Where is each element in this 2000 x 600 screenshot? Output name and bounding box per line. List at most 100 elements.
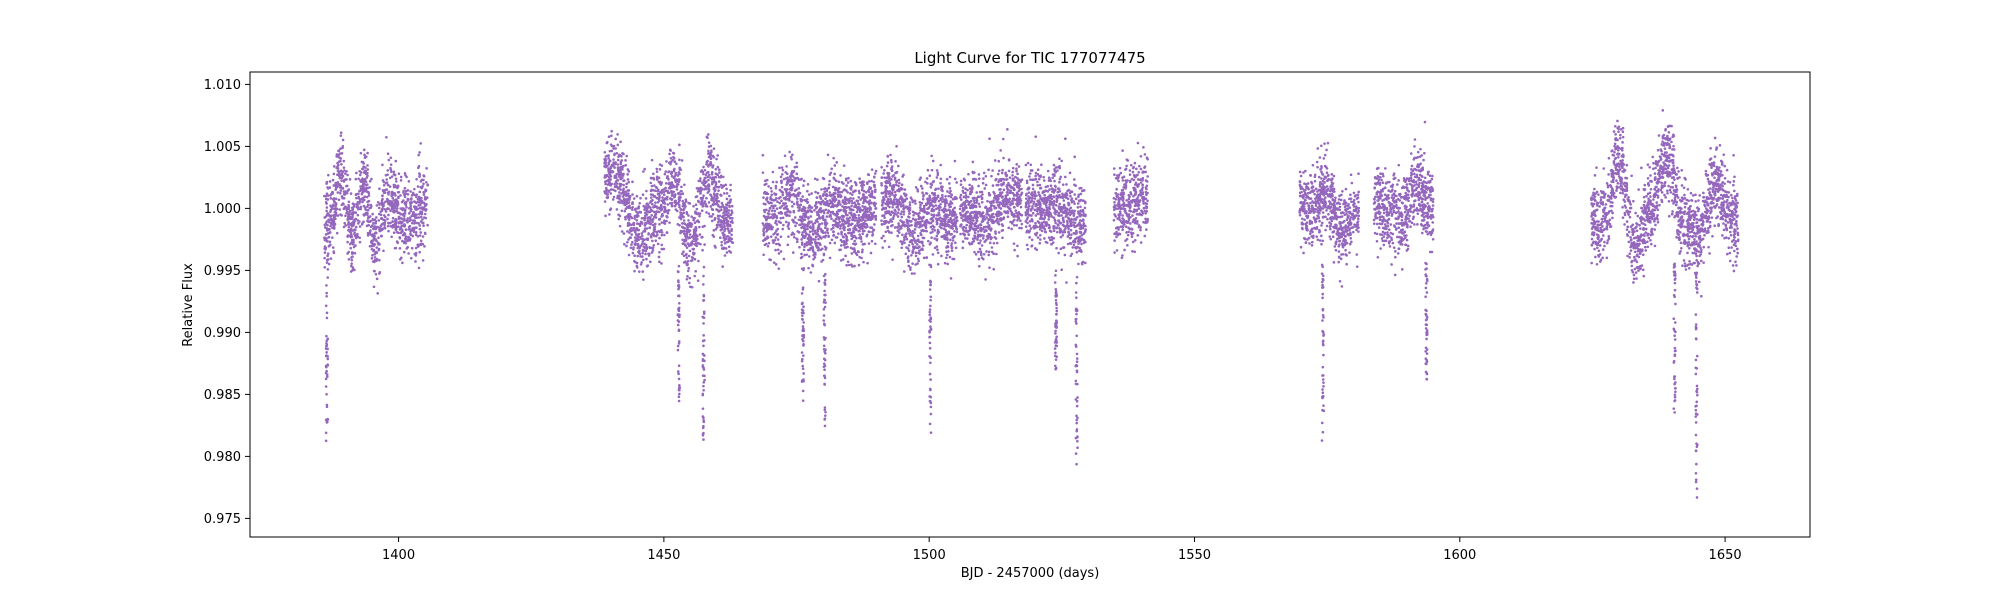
- data-point: [677, 170, 681, 174]
- data-point: [387, 207, 390, 211]
- data-point: [619, 162, 623, 166]
- data-point: [888, 184, 892, 187]
- data-point: [712, 229, 716, 232]
- data-point: [838, 209, 842, 212]
- data-point: [832, 219, 835, 222]
- data-point: [857, 236, 861, 240]
- data-point: [833, 172, 836, 176]
- data-point: [778, 206, 782, 210]
- data-point: [353, 220, 356, 223]
- data-point: [705, 211, 708, 214]
- data-point: [691, 256, 695, 260]
- data-point: [825, 199, 829, 203]
- data-point: [987, 253, 991, 257]
- data-point: [926, 239, 930, 243]
- data-point: [995, 198, 999, 202]
- data-point: [364, 166, 367, 169]
- data-point: [641, 234, 644, 238]
- data-point: [634, 239, 637, 242]
- data-point: [323, 266, 327, 269]
- data-point: [811, 233, 815, 236]
- data-point: [604, 163, 608, 167]
- data-point: [378, 187, 381, 191]
- data-point: [359, 205, 363, 209]
- data-point: [900, 196, 904, 200]
- data-point: [666, 203, 670, 206]
- data-point: [911, 200, 915, 204]
- data-point: [721, 220, 725, 223]
- data-point: [769, 186, 773, 190]
- data-point: [931, 228, 934, 231]
- data-point: [864, 222, 868, 226]
- data-point: [1012, 188, 1016, 192]
- data-point: [913, 239, 916, 242]
- data-point: [858, 209, 862, 212]
- data-point: [792, 209, 796, 213]
- data-point: [861, 209, 865, 212]
- data-point: [791, 153, 794, 157]
- data-point: [921, 187, 924, 190]
- data-point: [648, 201, 652, 204]
- data-point: [769, 224, 773, 228]
- data-point: [365, 195, 369, 199]
- data-point: [662, 190, 666, 194]
- data-point: [765, 197, 768, 201]
- data-point: [775, 215, 778, 219]
- data-point: [963, 178, 967, 182]
- data-point: [668, 187, 672, 190]
- data-point: [858, 206, 862, 210]
- data-point: [837, 180, 841, 184]
- data-point: [936, 194, 940, 198]
- data-point: [616, 143, 620, 147]
- data-point: [422, 208, 425, 211]
- data-point: [352, 240, 355, 244]
- data-point: [696, 279, 700, 282]
- data-point: [939, 177, 943, 181]
- data-point: [707, 133, 710, 136]
- data-point: [780, 166, 784, 169]
- data-point: [932, 197, 936, 200]
- data-point: [951, 224, 954, 228]
- data-point: [854, 203, 857, 207]
- data-point: [885, 164, 889, 168]
- data-point: [353, 228, 356, 231]
- data-point: [609, 188, 613, 191]
- data-point: [809, 215, 813, 218]
- data-point: [728, 236, 732, 240]
- data-point: [847, 199, 850, 203]
- data-point: [417, 216, 421, 219]
- data-point: [988, 232, 991, 236]
- data-point: [617, 170, 620, 174]
- data-point: [1017, 178, 1021, 182]
- data-point: [679, 196, 682, 199]
- data-point: [929, 231, 932, 235]
- data-point: [844, 177, 848, 181]
- data-point: [1011, 202, 1014, 206]
- data-point: [361, 160, 365, 164]
- data-point: [995, 241, 999, 245]
- data-point: [778, 166, 781, 170]
- data-point: [375, 277, 379, 281]
- data-point: [1016, 172, 1019, 176]
- data-point: [903, 199, 907, 203]
- data-point: [389, 168, 393, 171]
- data-point: [890, 231, 893, 235]
- data-point: [908, 201, 912, 204]
- data-point: [762, 208, 766, 212]
- data-point: [606, 183, 610, 186]
- data-point: [882, 234, 885, 238]
- data-point: [1011, 166, 1015, 170]
- data-point: [943, 219, 947, 223]
- data-point: [645, 264, 649, 268]
- data-point: [772, 206, 775, 210]
- data-point: [1012, 223, 1016, 227]
- data-point: [730, 240, 734, 244]
- data-point: [339, 147, 342, 151]
- data-point: [808, 204, 811, 207]
- data-point: [386, 191, 390, 195]
- data-point: [655, 230, 659, 234]
- data-point: [414, 233, 418, 237]
- data-point: [790, 200, 794, 204]
- data-point: [366, 151, 369, 155]
- data-point: [783, 188, 787, 191]
